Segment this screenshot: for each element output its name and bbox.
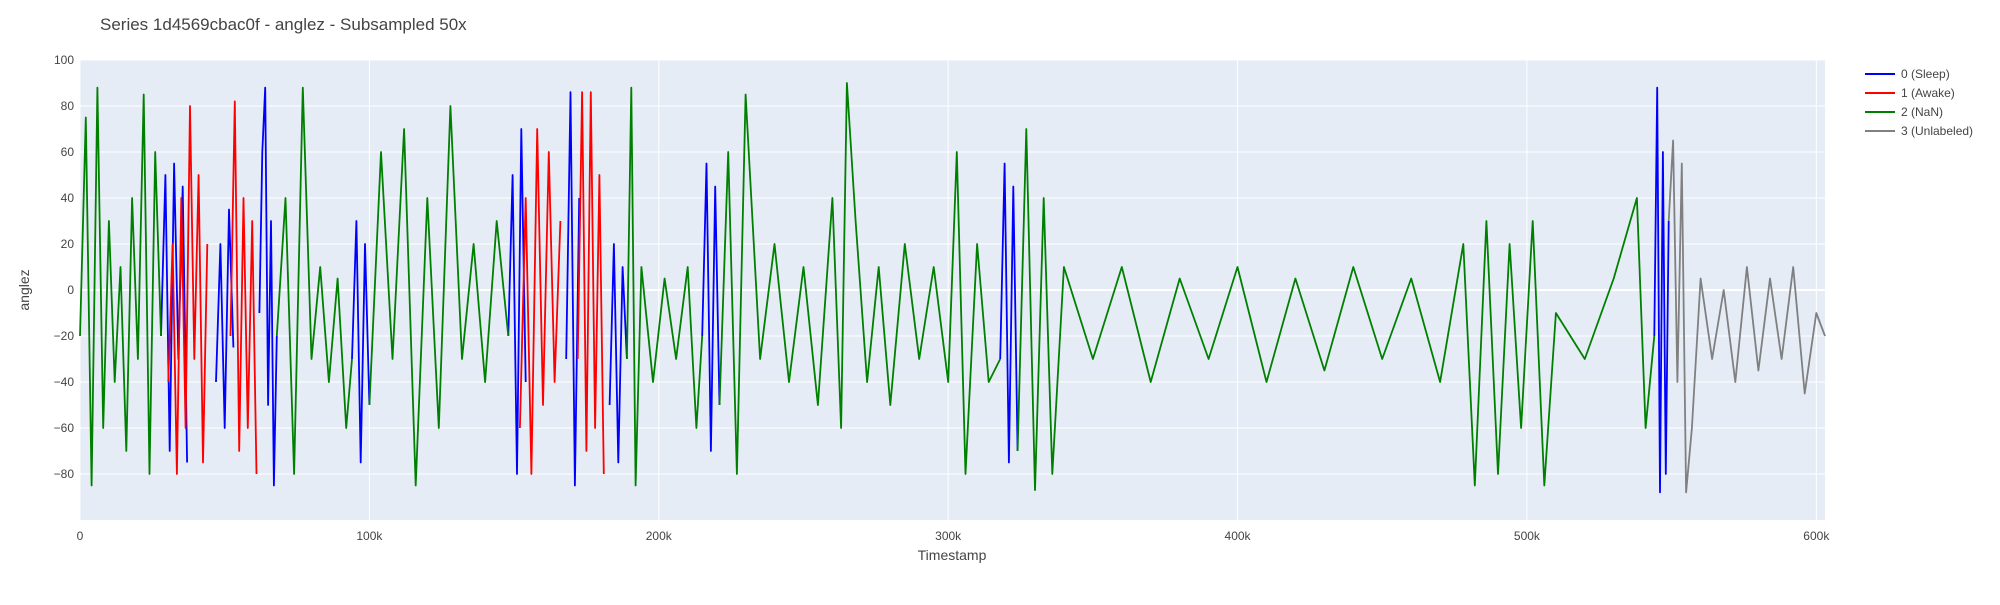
legend-label: 0 (Sleep) [1901, 67, 1950, 81]
series-line[interactable] [275, 86, 353, 475]
series-line[interactable] [1016, 128, 1656, 492]
series-line[interactable] [565, 91, 581, 487]
series-0 [160, 86, 1670, 494]
series-line[interactable] [167, 105, 209, 475]
series-line[interactable] [1667, 139, 1826, 494]
y-tick-label: 0 [67, 283, 74, 297]
series-line[interactable] [351, 220, 371, 464]
series-layer [79, 82, 1826, 494]
series-line[interactable] [1653, 86, 1670, 494]
x-tick-label: 600k [1803, 529, 1830, 543]
x-tick-label: 400k [1225, 529, 1252, 543]
series-line[interactable] [368, 105, 510, 487]
series-line[interactable] [258, 86, 278, 487]
legend-item[interactable]: 1 (Awake) [1865, 86, 1955, 100]
y-tick-label: 80 [61, 99, 75, 113]
series-line[interactable] [626, 86, 704, 487]
series-line[interactable] [608, 243, 628, 464]
series-line[interactable] [215, 208, 235, 429]
y-tick-labels: 100 80 60 40 20 0 −20 −40 −60 −80 [54, 53, 75, 481]
y-tick-label: 60 [61, 145, 75, 159]
series-line[interactable] [576, 91, 605, 475]
series-line[interactable] [999, 162, 1019, 464]
y-tick-label: 40 [61, 191, 75, 205]
x-tick-label: 300k [935, 529, 962, 543]
y-tick-label: 20 [61, 237, 75, 251]
legend-label: 2 (NaN) [1901, 105, 1943, 119]
x-tick-label: 200k [646, 529, 673, 543]
legend-item[interactable]: 2 (NaN) [1865, 105, 1943, 119]
series-1 [167, 91, 605, 475]
x-tick-labels: 0 100k 200k 300k 400k 500k 600k [77, 529, 1831, 543]
y-tick-label: 100 [54, 53, 74, 67]
series-line[interactable] [519, 128, 562, 475]
y-tick-label: −20 [54, 329, 75, 343]
legend: 0 (Sleep) 1 (Awake) 2 (NaN) 3 (Unlabeled) [1865, 67, 1973, 138]
series-line[interactable] [160, 162, 188, 463]
legend-item[interactable]: 0 (Sleep) [1865, 67, 1950, 81]
series-line[interactable] [701, 162, 721, 452]
y-tick-label: −80 [54, 467, 75, 481]
y-tick-label: −40 [54, 375, 75, 389]
y-axis-label: anglez [16, 269, 32, 310]
x-axis-label: Timestamp [918, 547, 987, 563]
legend-label: 1 (Awake) [1901, 86, 1955, 100]
chart-title: Series 1d4569cbac0f - anglez - Subsample… [100, 15, 467, 34]
series-line[interactable] [718, 82, 1002, 475]
series-line[interactable] [507, 128, 527, 475]
series-2 [79, 82, 1656, 492]
series-line[interactable] [229, 100, 258, 475]
x-tick-label: 0 [77, 529, 84, 543]
x-tick-label: 100k [356, 529, 383, 543]
y-tick-label: −60 [54, 421, 75, 435]
legend-label: 3 (Unlabeled) [1901, 124, 1973, 138]
legend-item[interactable]: 3 (Unlabeled) [1865, 124, 1973, 138]
series-line[interactable] [79, 86, 162, 487]
x-tick-label: 500k [1514, 529, 1541, 543]
series-3 [1667, 139, 1826, 494]
